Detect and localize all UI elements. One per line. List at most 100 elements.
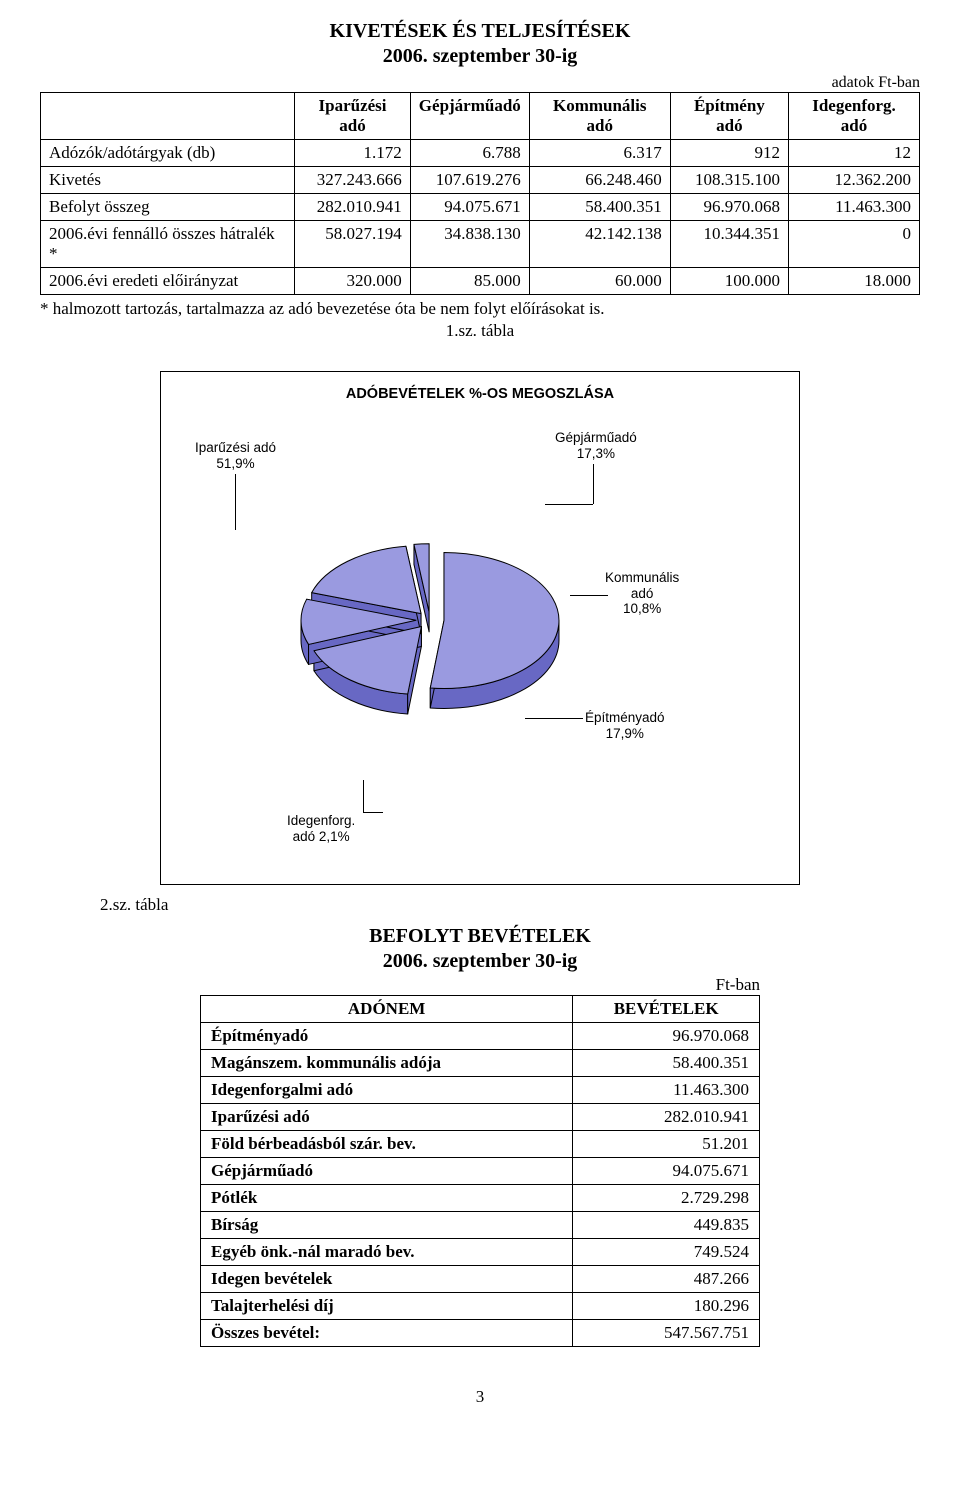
cell-value: 912 [670,140,788,167]
cell-value: 12.362.200 [789,167,920,194]
figure-ref-2: 2.sz. tábla [100,895,920,915]
row-label: Befolyt összeg [41,194,295,221]
section2-subtitle: 2006. szeptember 30-ig [40,950,920,973]
rev-value: 94.075.671 [573,1158,760,1185]
pie-chart-box: ADÓBEVÉTELEK %-OS MEGOSZLÁSA Iparűzési a… [160,371,800,885]
rev-label: Egyéb önk.-nál maradó bev. [201,1239,573,1266]
label-epitmeny: Építményadó17,9% [585,710,665,741]
main-table: Iparűzési adó Gépjárműadó Kommunális adó… [40,92,920,295]
rev-label: Idegenforgalmi adó [201,1077,573,1104]
table-row: Adózók/adótárgyak (db)1.1726.7886.317912… [41,140,920,167]
table-header-row: Iparűzési adó Gépjárműadó Kommunális adó… [41,93,920,140]
col-iparuzesi: Iparűzési adó [295,93,411,140]
rev-value: 547.567.751 [573,1320,760,1347]
table-row: Építményadó96.970.068 [201,1023,760,1050]
cell-value: 6.788 [410,140,529,167]
table-row: 2006.évi eredeti előirányzat320.00085.00… [41,268,920,295]
rev-label: Bírság [201,1212,573,1239]
row-label: Adózók/adótárgyak (db) [41,140,295,167]
leader-gepjarmu-v [593,464,594,504]
rev-col-adonem: ADÓNEM [201,996,573,1023]
col-gepjarmu: Gépjárműadó [410,93,529,140]
figure-ref-1: 1.sz. tábla [40,321,920,341]
table-row: Gépjárműadó94.075.671 [201,1158,760,1185]
rev-label: Idegen bevételek [201,1266,573,1293]
cell-value: 0 [789,221,920,268]
leader-iparuzesi [235,474,236,530]
rev-value: 11.463.300 [573,1077,760,1104]
rev-value: 282.010.941 [573,1104,760,1131]
col-epitmeny: Építmény adó [670,93,788,140]
row-label: 2006.évi fennálló összes hátralék * [41,221,295,268]
rev-label: Gépjárműadó [201,1158,573,1185]
cell-value: 108.315.100 [670,167,788,194]
cell-value: 11.463.300 [789,194,920,221]
page-subtitle: 2006. szeptember 30-ig [40,45,920,68]
rev-value: 487.266 [573,1266,760,1293]
rev-value: 58.400.351 [573,1050,760,1077]
leader-idegen-h [363,812,383,813]
table-row: Kivetés327.243.666107.619.27666.248.4601… [41,167,920,194]
table-row: Iparűzési adó282.010.941 [201,1104,760,1131]
table-row: Pótlék2.729.298 [201,1185,760,1212]
leader-kommunalis [570,595,608,596]
page-number: 3 [40,1387,920,1407]
cell-value: 58.400.351 [529,194,670,221]
rev-col-bevetelek: BEVÉTELEK [573,996,760,1023]
col-empty [41,93,295,140]
table-row: 2006.évi fennálló összes hátralék *58.02… [41,221,920,268]
label-idegen: Idegenforg.adó 2,1% [287,813,355,844]
table-row: Befolyt összeg282.010.94194.075.67158.40… [41,194,920,221]
units-label: adatok Ft-ban [40,74,920,92]
rev-value: 449.835 [573,1212,760,1239]
cell-value: 58.027.194 [295,221,411,268]
cell-value: 327.243.666 [295,167,411,194]
cell-value: 60.000 [529,268,670,295]
rev-label: Magánszem. kommunális adója [201,1050,573,1077]
rev-label: Pótlék [201,1185,573,1212]
pie-chart-icon [295,500,565,770]
table-row: Egyéb önk.-nál maradó bev.749.524 [201,1239,760,1266]
section2-title: BEFOLYT BEVÉTELEK [40,925,920,948]
table-row: Magánszem. kommunális adója58.400.351 [201,1050,760,1077]
chart-area: Iparűzési adó51,9% Gépjárműadó17,3% Komm… [175,410,785,870]
cell-value: 320.000 [295,268,411,295]
label-gepjarmu: Gépjárműadó17,3% [555,430,637,461]
cell-value: 10.344.351 [670,221,788,268]
rev-value: 749.524 [573,1239,760,1266]
rev-value: 96.970.068 [573,1023,760,1050]
table-row: Föld bérbeadásból szár. bev.51.201 [201,1131,760,1158]
rev-value: 2.729.298 [573,1185,760,1212]
table-row: Idegenforgalmi adó11.463.300 [201,1077,760,1104]
cell-value: 66.248.460 [529,167,670,194]
cell-value: 100.000 [670,268,788,295]
leader-idegen-v [363,780,364,812]
page-title: KIVETÉSEK ÉS TELJESÍTÉSEK [40,20,920,43]
label-kommunalis: Kommunálisadó10,8% [605,570,679,617]
rev-value: 180.296 [573,1293,760,1320]
rev-label: Összes bevétel: [201,1320,573,1347]
rev-label: Iparűzési adó [201,1104,573,1131]
cell-value: 34.838.130 [410,221,529,268]
rev-label: Talajterhelési díj [201,1293,573,1320]
cell-value: 1.172 [295,140,411,167]
chart-title: ADÓBEVÉTELEK %-OS MEGOSZLÁSA [175,386,785,402]
label-iparuzesi: Iparűzési adó51,9% [195,440,276,471]
row-label: 2006.évi eredeti előirányzat [41,268,295,295]
cell-value: 282.010.941 [295,194,411,221]
rev-value: 51.201 [573,1131,760,1158]
row-label: Kivetés [41,167,295,194]
rev-header-row: ADÓNEM BEVÉTELEK [201,996,760,1023]
table-row: Idegen bevételek487.266 [201,1266,760,1293]
cell-value: 42.142.138 [529,221,670,268]
cell-value: 96.970.068 [670,194,788,221]
cell-value: 18.000 [789,268,920,295]
cell-value: 94.075.671 [410,194,529,221]
table-row: Bírság449.835 [201,1212,760,1239]
section2-units: Ft-ban [40,975,760,995]
rev-label: Építményadó [201,1023,573,1050]
col-idegenforg: Idegenforg. adó [789,93,920,140]
cell-value: 107.619.276 [410,167,529,194]
cell-value: 12 [789,140,920,167]
table-row: Talajterhelési díj180.296 [201,1293,760,1320]
